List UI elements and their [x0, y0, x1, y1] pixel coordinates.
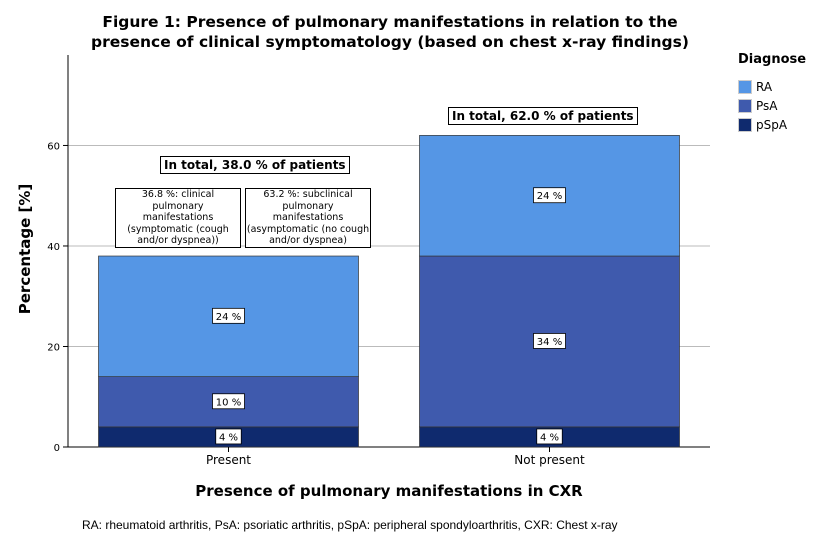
- legend: Diagnose RA PsA pSpA: [738, 52, 806, 134]
- x-axis-label: Presence of pulmonary manifestations in …: [195, 482, 583, 500]
- legend-swatch: [738, 117, 752, 132]
- data-label-box: [536, 428, 563, 445]
- data-label: 24 %: [216, 312, 241, 323]
- data-label-box: [212, 307, 245, 324]
- legend-item-ra: RA: [738, 77, 806, 96]
- data-label: 4 %: [540, 432, 559, 443]
- data-label: 34 %: [537, 337, 562, 348]
- total-annotation-present: In total, 38.0 % of patients: [160, 156, 350, 174]
- y-tick-label: 60: [47, 141, 60, 152]
- legend-title: Diagnose: [738, 52, 807, 67]
- chart-title: Figure 1: Presence of pulmonary manifest…: [91, 13, 689, 51]
- legend-label: PsA: [756, 98, 778, 113]
- data-label: 4 %: [219, 432, 238, 443]
- y-tick-label: 0: [54, 443, 60, 454]
- data-label-box: [212, 393, 245, 410]
- y-tick-label: 40: [47, 242, 60, 253]
- data-label-box: [533, 333, 566, 349]
- total-annotation-not-present: In total, 62.0 % of patients: [448, 107, 638, 125]
- clinical-annotation: 36.8 %: clinical pulmonary manifestation…: [115, 188, 241, 248]
- legend-item-pspa: pSpA: [738, 115, 806, 134]
- y-tick-label: 20: [47, 342, 60, 353]
- subclinical-annotation: 63.2 %: subclinical pulmonary manifestat…: [245, 188, 371, 248]
- x-tick-label: Present: [206, 453, 251, 467]
- legend-item-psa: PsA: [738, 96, 806, 115]
- data-label-box: [215, 428, 242, 445]
- legend-label: RA: [756, 79, 773, 94]
- legend-swatch: [738, 79, 752, 94]
- legend-swatch: [738, 98, 752, 113]
- data-label-box: [533, 187, 566, 204]
- data-label: 10 %: [216, 397, 241, 408]
- y-axis-label: Percentage [%]: [16, 183, 34, 315]
- data-label: 24 %: [537, 191, 562, 202]
- footnote: RA: rheumatoid arthritis, PsA: psoriatic…: [82, 518, 618, 532]
- legend-label: pSpA: [756, 117, 788, 132]
- x-tick-label: Not present: [514, 453, 585, 467]
